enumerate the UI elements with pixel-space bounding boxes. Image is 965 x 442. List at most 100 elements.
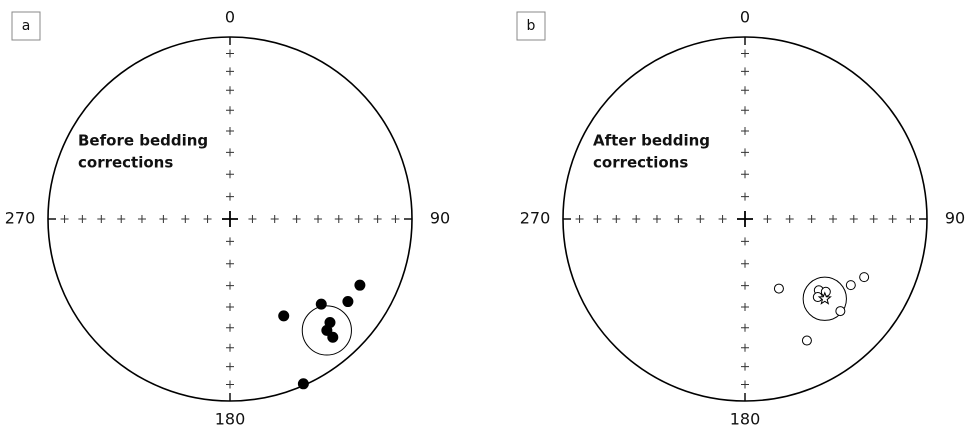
- compass-label: 180: [730, 410, 761, 429]
- inc-tick: [888, 215, 897, 223]
- inc-tick: [906, 215, 915, 223]
- inc-tick: [354, 215, 363, 223]
- data-point: [773, 283, 784, 294]
- compass-label: 90: [945, 209, 965, 228]
- compass-label: 0: [740, 8, 750, 27]
- inc-tick: [373, 215, 382, 223]
- inc-tick: [60, 215, 69, 223]
- data-point: [321, 324, 333, 336]
- panel-label: a: [22, 18, 31, 34]
- panel-annotation: corrections: [78, 154, 173, 172]
- inc-tick: [741, 67, 749, 76]
- inc-tick: [226, 192, 234, 201]
- inc-tick: [741, 148, 749, 157]
- inc-tick: [226, 106, 234, 115]
- inc-tick: [226, 67, 234, 76]
- data-point: [859, 272, 870, 283]
- inc-tick: [226, 49, 234, 58]
- panel-label: b: [527, 18, 536, 34]
- inc-tick: [652, 215, 661, 223]
- inc-tick: [226, 362, 234, 371]
- inc-tick: [612, 215, 621, 223]
- inc-tick: [741, 49, 749, 58]
- inc-tick: [741, 362, 749, 371]
- inc-tick: [741, 192, 749, 201]
- data-point: [835, 306, 846, 317]
- inc-tick: [226, 303, 234, 312]
- inc-tick: [226, 126, 234, 135]
- inc-tick: [763, 215, 772, 223]
- mean-star: [817, 291, 832, 305]
- inc-tick: [849, 215, 858, 223]
- inc-tick: [869, 215, 878, 223]
- data-point: [801, 335, 812, 346]
- inc-tick: [741, 259, 749, 268]
- panel-annotation: After bedding: [593, 132, 710, 150]
- inc-tick: [226, 86, 234, 95]
- inc-tick: [632, 215, 641, 223]
- inc-tick: [248, 215, 257, 223]
- inc-tick: [741, 126, 749, 135]
- stereonet-panel: b 0 90 180 270 After bedding corrections: [516, 8, 965, 429]
- inc-tick: [226, 323, 234, 332]
- inc-tick: [741, 237, 749, 246]
- panel-annotation: corrections: [593, 154, 688, 172]
- data-point: [845, 280, 856, 291]
- data-point: [354, 279, 366, 291]
- compass-label: 0: [225, 8, 235, 27]
- inc-tick: [226, 343, 234, 352]
- center-cross: [737, 211, 753, 227]
- inc-tick: [807, 215, 816, 223]
- inc-tick: [226, 380, 234, 389]
- center-cross: [222, 211, 238, 227]
- a95-circle: [802, 276, 847, 321]
- inc-tick: [203, 215, 212, 223]
- inc-tick: [314, 215, 323, 223]
- inc-tick: [785, 215, 794, 223]
- inc-tick: [741, 170, 749, 179]
- inc-tick: [741, 323, 749, 332]
- inc-tick: [674, 215, 683, 223]
- compass-label: 270: [5, 209, 36, 228]
- data-point: [327, 331, 339, 343]
- inc-tick: [226, 281, 234, 290]
- data-point: [278, 310, 290, 322]
- inc-tick: [226, 170, 234, 179]
- inc-tick: [78, 215, 87, 223]
- inc-tick: [741, 343, 749, 352]
- data-point: [342, 296, 354, 308]
- inc-tick: [575, 215, 584, 223]
- inc-tick: [117, 215, 126, 223]
- inc-tick: [696, 215, 705, 223]
- inc-tick: [270, 215, 279, 223]
- panel-label-box: [11, 11, 41, 41]
- inc-tick: [741, 380, 749, 389]
- inc-tick: [159, 215, 168, 223]
- a95-circle: [301, 305, 352, 356]
- inc-tick: [391, 215, 400, 223]
- inc-tick: [226, 237, 234, 246]
- inc-tick: [226, 148, 234, 157]
- inc-tick: [292, 215, 301, 223]
- inc-tick: [741, 86, 749, 95]
- inc-tick: [741, 303, 749, 312]
- inc-tick: [741, 281, 749, 290]
- stereonet-panel: a 0 90 180 270 Before bedding corrections: [5, 8, 450, 429]
- inc-tick: [181, 215, 190, 223]
- inc-tick: [718, 215, 727, 223]
- panel-annotation: Before bedding: [78, 132, 208, 150]
- compass-label: 180: [215, 410, 246, 429]
- inc-tick: [334, 215, 343, 223]
- panel-label-box: [516, 11, 546, 41]
- compass-label: 90: [430, 209, 450, 228]
- inc-tick: [593, 215, 602, 223]
- inc-tick: [97, 215, 106, 223]
- data-point: [315, 298, 327, 310]
- inc-tick: [137, 215, 146, 223]
- data-point: [297, 378, 309, 390]
- compass-label: 270: [520, 209, 551, 228]
- inc-tick: [741, 106, 749, 115]
- inc-tick: [226, 259, 234, 268]
- inc-tick: [829, 215, 838, 223]
